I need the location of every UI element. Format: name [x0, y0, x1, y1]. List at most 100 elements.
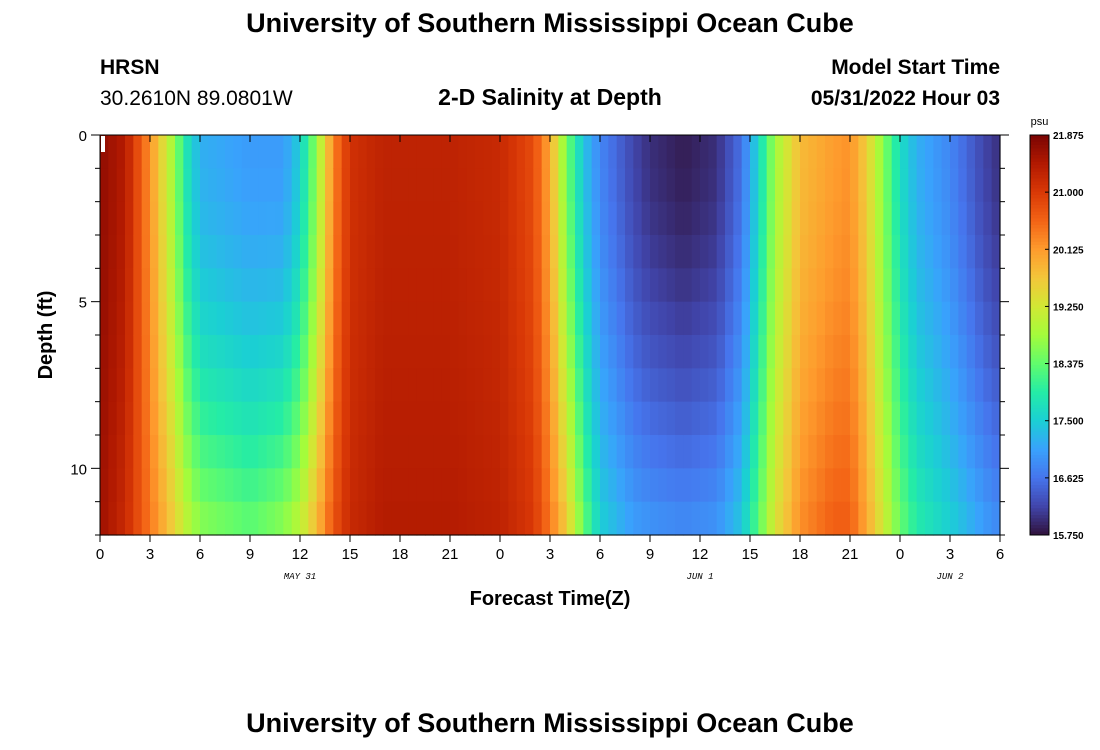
heatmap-cell	[975, 135, 984, 169]
heatmap-cell	[891, 301, 901, 336]
heatmap-cell	[100, 401, 109, 436]
heatmap-cell	[150, 435, 159, 469]
colorbar-segment	[1030, 261, 1049, 266]
heatmap-cell	[566, 168, 576, 203]
heatmap-cell	[416, 201, 426, 236]
heatmap-cell	[325, 435, 334, 469]
colorbar-segment	[1030, 455, 1049, 459]
heatmap-cell	[141, 435, 151, 469]
heatmap-cell	[675, 235, 684, 269]
heatmap-cell	[216, 268, 226, 303]
heatmap-cell	[441, 335, 451, 369]
heatmap-cell	[891, 201, 901, 236]
heatmap-cell	[450, 368, 459, 403]
colorbar-segment	[1030, 235, 1049, 239]
heatmap-cell	[625, 468, 634, 503]
heatmap-cell	[816, 401, 826, 436]
heatmap-cell	[108, 435, 118, 469]
heatmap-cell	[291, 235, 301, 269]
colorbar-segment	[1030, 415, 1049, 419]
heatmap-cell	[400, 368, 409, 403]
heatmap-cell	[383, 501, 393, 536]
heatmap-cell	[541, 268, 551, 303]
heatmap-cell	[675, 501, 684, 536]
colorbar-frame	[1029, 134, 1050, 536]
heatmap-cell	[200, 168, 209, 203]
heatmap-cell	[266, 135, 276, 169]
heatmap-cell	[116, 201, 126, 236]
x-axis-title: Forecast Time(Z)	[470, 588, 631, 610]
heatmap-cell	[708, 435, 718, 469]
heatmap-cell	[316, 468, 326, 503]
heatmap-cell	[283, 401, 293, 436]
heatmap-cell	[475, 201, 484, 236]
colorbar-segment	[1030, 298, 1049, 303]
heatmap-cell	[450, 435, 459, 469]
heatmap-cell	[941, 201, 951, 236]
heatmap-cell	[408, 335, 418, 369]
heatmap-cell	[650, 501, 659, 536]
heatmap-cell	[841, 201, 851, 236]
heatmap-cell	[533, 235, 543, 269]
heatmap-cell	[558, 335, 568, 369]
heatmap-cell	[908, 335, 918, 369]
heatmap-cell	[958, 135, 968, 169]
heatmap-cell	[983, 368, 993, 403]
heatmap-cell	[925, 501, 934, 536]
heatmap-cell	[266, 468, 276, 503]
heatmap-cell	[883, 501, 893, 536]
heatmap-cell	[800, 501, 809, 536]
heatmap-cell	[233, 301, 243, 336]
heatmap-cell	[933, 501, 943, 536]
heatmap-cell	[616, 235, 626, 269]
heatmap-cell	[300, 235, 309, 269]
heatmap-cell	[625, 201, 634, 236]
heatmap-cell	[700, 268, 709, 303]
heatmap-cell	[883, 235, 893, 269]
heatmap-cell	[566, 268, 576, 303]
heatmap-cell	[133, 468, 143, 503]
x-tick-label: 21	[842, 546, 859, 563]
heatmap-cell	[541, 501, 551, 536]
heatmap-cell	[958, 435, 968, 469]
heatmap-cell	[316, 368, 326, 403]
colorbar-segment	[1030, 398, 1049, 403]
heatmap-cell	[658, 301, 668, 336]
heatmap-cell	[875, 401, 884, 436]
heatmap-cell	[383, 335, 393, 369]
heatmap-cell	[483, 335, 493, 369]
heatmap-cell	[333, 268, 343, 303]
heatmap-cell	[516, 168, 526, 203]
heatmap-cell	[216, 435, 226, 469]
heatmap-cell	[450, 468, 459, 503]
heatmap-cell	[825, 135, 834, 169]
heatmap-cell	[375, 201, 384, 236]
heatmap-cell	[300, 501, 309, 536]
heatmap-cell	[358, 468, 368, 503]
heatmap-cell	[150, 135, 159, 169]
heatmap-cell	[583, 468, 593, 503]
heatmap-cell	[325, 268, 334, 303]
heatmap-cell	[225, 435, 234, 469]
colorbar-label: 19.250	[1053, 302, 1084, 313]
heatmap-cell	[583, 335, 593, 369]
colorbar-segment	[1030, 481, 1049, 486]
heatmap-cell	[425, 401, 434, 436]
heatmap-cell	[333, 235, 343, 269]
surface-gap	[101, 136, 105, 152]
heatmap-cell	[166, 168, 176, 203]
heatmap-cell	[133, 335, 143, 369]
heatmap-cell	[200, 201, 209, 236]
heatmap-cell	[983, 335, 993, 369]
heatmap-cell	[100, 368, 109, 403]
heatmap-cell	[858, 135, 868, 169]
heatmap-cell	[200, 335, 209, 369]
heatmap-cell	[175, 168, 184, 203]
heatmap-cell	[575, 368, 584, 403]
heatmap-cell	[150, 401, 159, 436]
heatmap-cell	[483, 268, 493, 303]
heatmap-cell	[200, 468, 209, 503]
heatmap-cell	[275, 201, 284, 236]
x-tick-label: 0	[96, 546, 104, 563]
heatmap-cell	[400, 501, 409, 536]
